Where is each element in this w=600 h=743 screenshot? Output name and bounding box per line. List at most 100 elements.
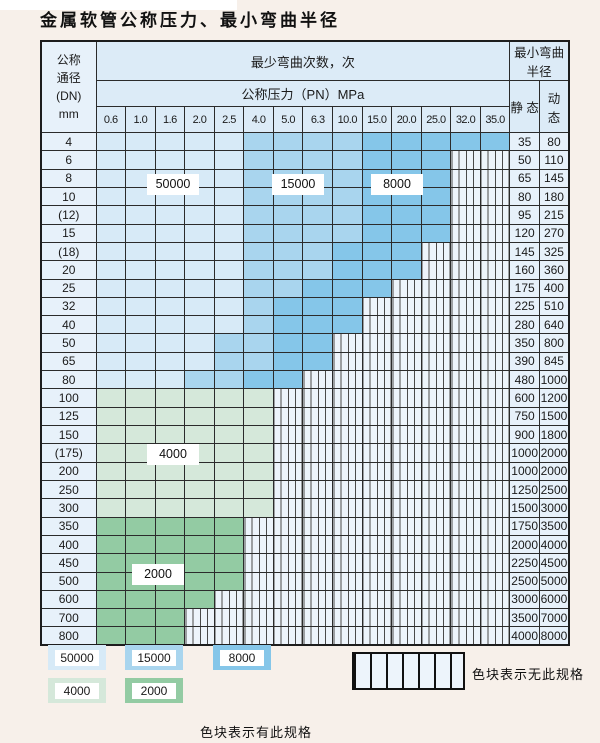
spec-cell	[125, 608, 156, 628]
spec-cell	[302, 296, 333, 317]
dynamic-radius-cell: 360	[538, 260, 570, 280]
spec-cell	[391, 260, 422, 280]
spec-cell	[184, 498, 215, 518]
no-spec-cell	[302, 553, 333, 573]
spec-cell	[243, 223, 274, 243]
spec-cell	[243, 443, 274, 463]
no-spec-cell	[272, 553, 304, 573]
no-spec-cell	[332, 351, 363, 372]
dn-header-line: mm	[58, 107, 79, 121]
dynamic-radius-cell: 2500	[538, 479, 570, 500]
table-row: 200 1000 2000	[40, 461, 570, 481]
table-row: 300 1500 3000	[40, 498, 570, 518]
no-spec-cell	[184, 608, 215, 628]
table-row: 800 4000 8000	[40, 626, 570, 646]
spec-cell	[332, 131, 363, 152]
no-spec-cell	[332, 443, 363, 463]
spec-cell	[243, 186, 274, 207]
spec-cell	[184, 553, 215, 573]
no-spec-cell	[479, 351, 511, 372]
dn-cell: 25	[40, 278, 97, 298]
dn-cell: 20	[40, 260, 97, 280]
dn-header-line: 公称	[56, 53, 81, 67]
table-row: 700 3500 7000	[40, 608, 570, 628]
pressure-col-header: 0.6	[95, 106, 127, 133]
spec-cell	[154, 589, 186, 610]
no-spec-cell	[450, 608, 481, 628]
spec-cell	[95, 241, 127, 262]
static-radius-cell: 3500	[509, 608, 540, 628]
no-spec-cell	[479, 168, 511, 188]
no-spec-cell	[361, 498, 393, 518]
spec-cell	[95, 333, 127, 353]
no-spec-cell	[361, 626, 393, 646]
table-row: 350 1750 3500	[40, 516, 570, 536]
legend-no-spec-text: 色块表示无此规格	[472, 667, 585, 682]
no-spec-cell	[391, 388, 422, 408]
no-spec-cell	[420, 315, 452, 335]
no-spec-cell	[450, 516, 481, 536]
spec-cell	[213, 406, 245, 427]
spec-cell	[125, 205, 156, 225]
cycle-count-label: 4000	[147, 444, 199, 465]
no-spec-cell	[450, 443, 481, 463]
spec-cell	[361, 223, 393, 243]
spec-cell	[95, 553, 127, 573]
spec-cell	[420, 168, 452, 188]
dn-cell: (175)	[40, 443, 97, 463]
pressure-col-header: 1.0	[125, 106, 156, 133]
no-spec-cell	[302, 498, 333, 518]
static-radius-cell: 350	[509, 333, 540, 353]
spec-cell	[213, 553, 245, 573]
spec-cell	[154, 370, 186, 390]
dynamic-radius-cell: 1500	[538, 406, 570, 427]
spec-cell	[213, 296, 245, 317]
no-spec-cell	[302, 370, 333, 390]
spec-cell	[272, 131, 304, 152]
spec-cell	[272, 296, 304, 317]
spec-cell	[243, 150, 274, 170]
spec-cell	[125, 333, 156, 353]
spec-cell	[95, 424, 127, 445]
bend-cycles-header: 最少弯曲次数，次	[95, 40, 511, 81]
dn-cell: 450	[40, 553, 97, 573]
legend-swatch-label: 8000	[220, 649, 264, 666]
static-radius-cell: 160	[509, 260, 540, 280]
spec-cell	[184, 223, 215, 243]
spec-cell	[125, 260, 156, 280]
spec-cell	[95, 534, 127, 555]
spec-cell	[125, 370, 156, 390]
no-spec-cell	[243, 534, 274, 555]
no-spec-cell	[184, 626, 215, 646]
no-spec-cell	[391, 553, 422, 573]
static-radius-cell: 2000	[509, 534, 540, 555]
spec-cell	[391, 131, 422, 152]
spec-cell	[332, 315, 363, 335]
no-spec-cell	[272, 589, 304, 610]
spec-cell	[213, 388, 245, 408]
spec-cell	[243, 260, 274, 280]
no-spec-cell	[420, 424, 452, 445]
spec-cell	[391, 241, 422, 262]
dn-cell: 100	[40, 388, 97, 408]
dn-cell: 80	[40, 370, 97, 390]
spec-cell	[125, 534, 156, 555]
spec-cell	[154, 534, 186, 555]
spec-cell	[243, 370, 274, 390]
spec-cell	[95, 186, 127, 207]
spec-cell	[272, 150, 304, 170]
spec-cell	[243, 131, 274, 152]
no-spec-cell	[391, 315, 422, 335]
spec-cell	[184, 370, 215, 390]
static-radius-cell: 600	[509, 388, 540, 408]
no-spec-cell	[391, 296, 422, 317]
no-spec-cell	[450, 223, 481, 243]
dynamic-radius-cell: 4000	[538, 534, 570, 555]
dynamic-radius-cell: 7000	[538, 608, 570, 628]
spec-cell	[125, 150, 156, 170]
spec-cell	[154, 296, 186, 317]
spec-cell	[420, 223, 452, 243]
spec-cell	[243, 296, 274, 317]
dynamic-column-header: 动 态	[538, 80, 570, 133]
spec-cell	[154, 406, 186, 427]
